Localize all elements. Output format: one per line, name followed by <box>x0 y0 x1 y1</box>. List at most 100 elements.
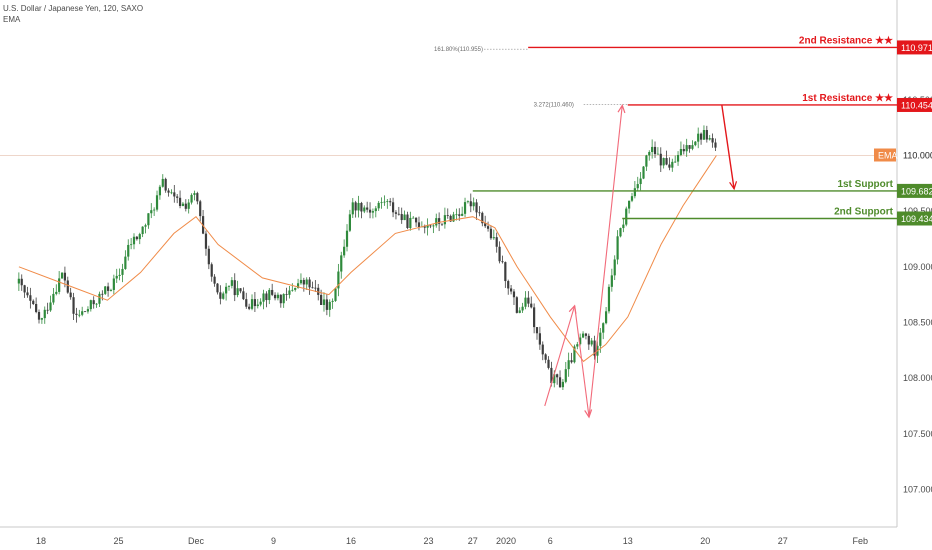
candle-body <box>507 281 510 289</box>
candle-body <box>262 293 265 302</box>
candle-body <box>458 214 461 216</box>
candle-body <box>43 309 46 319</box>
candle-body <box>668 164 671 168</box>
candle-body <box>486 226 490 229</box>
candle-body <box>380 202 383 204</box>
x-tick-label: 27 <box>778 536 788 546</box>
candle-body <box>607 286 611 312</box>
candle-body <box>35 303 38 312</box>
candle-body <box>196 193 199 202</box>
y-tick-label: 110.000 <box>903 151 932 161</box>
candle-body <box>697 133 700 142</box>
candle-body <box>590 340 593 345</box>
candle-body <box>564 369 567 382</box>
candle-body <box>320 294 323 305</box>
candle-body <box>112 278 115 290</box>
candle-body <box>81 311 84 315</box>
x-tick-label: 20 <box>700 536 710 546</box>
ema-tag <box>874 148 896 162</box>
candle-body <box>659 153 662 166</box>
candle-body <box>58 278 61 292</box>
candle-body <box>144 225 147 227</box>
candle-body <box>446 215 449 216</box>
candle-body <box>553 374 556 384</box>
candle-body <box>305 279 308 285</box>
candle-body <box>49 302 52 311</box>
candle-body <box>95 303 98 305</box>
candle-body <box>299 279 303 284</box>
candle-body <box>383 201 386 203</box>
candle-body <box>109 289 113 291</box>
candle-body <box>573 346 576 363</box>
candle-body <box>72 297 75 314</box>
candle-body <box>599 332 602 346</box>
resistance-price-tag-text: 110.971 <box>901 43 932 53</box>
support-price-tag <box>897 183 932 198</box>
candle-body <box>348 214 351 231</box>
candle-body <box>147 213 150 226</box>
candle-body <box>248 306 251 309</box>
candle-body <box>40 318 43 320</box>
candle-body <box>351 202 354 215</box>
candle-body <box>662 158 665 166</box>
chart-legend: U.S. Dollar / Japanese Yen, 120, SAXO EM… <box>3 3 143 25</box>
candle-body <box>679 149 683 155</box>
candle-body <box>173 192 176 197</box>
candle-body <box>233 280 236 296</box>
candle-body <box>604 311 608 324</box>
down-arrow-head <box>729 181 738 191</box>
candle-body <box>178 197 182 206</box>
candle-body <box>325 299 328 310</box>
candle-body <box>630 196 634 201</box>
candle-body <box>524 297 527 307</box>
candle-body <box>23 285 26 293</box>
candle-body <box>633 188 636 197</box>
candle-body <box>282 294 285 304</box>
projection-arrow-head <box>584 409 593 419</box>
candle-body <box>579 337 582 345</box>
candle-body <box>472 202 475 207</box>
candle-body <box>104 286 107 294</box>
candle-body <box>688 145 691 149</box>
candle-body <box>561 381 565 388</box>
candle-body <box>153 209 156 211</box>
candle-body <box>121 268 124 275</box>
candle-body <box>314 287 317 289</box>
candle-body <box>213 276 216 284</box>
candle-body <box>432 225 435 227</box>
support-price-tag-text: 109.682 <box>901 186 932 196</box>
candle-body <box>184 203 187 209</box>
candle-body <box>106 286 110 291</box>
candle-body <box>584 333 588 336</box>
candle-body <box>501 261 504 263</box>
candle-body <box>639 178 642 185</box>
candle-body <box>354 202 357 211</box>
candle-body <box>271 289 274 295</box>
support-price-tag-text: 109.434 <box>901 214 932 224</box>
candle-body <box>176 196 179 198</box>
candle-body <box>63 272 67 281</box>
candle-body <box>576 344 579 347</box>
candle-body <box>443 215 446 225</box>
candle-body <box>170 192 173 194</box>
candle-body <box>357 202 360 211</box>
candle-body <box>556 374 559 378</box>
candle-body <box>538 333 541 345</box>
candle-body <box>363 207 366 212</box>
candle-body <box>86 309 90 312</box>
candle-body <box>610 275 613 287</box>
x-tick-label: 23 <box>423 536 433 546</box>
candle-body <box>222 293 225 299</box>
candle-body <box>518 310 521 313</box>
candle-body <box>674 161 677 163</box>
candle-body <box>37 311 41 320</box>
candle-body <box>360 202 363 212</box>
candle-body <box>55 291 58 294</box>
candle-body <box>374 208 377 212</box>
candle-body <box>676 154 680 162</box>
candle-body <box>245 299 248 307</box>
candle-body <box>616 236 619 260</box>
candle-body <box>340 255 343 272</box>
x-tick-label: 16 <box>346 536 356 546</box>
